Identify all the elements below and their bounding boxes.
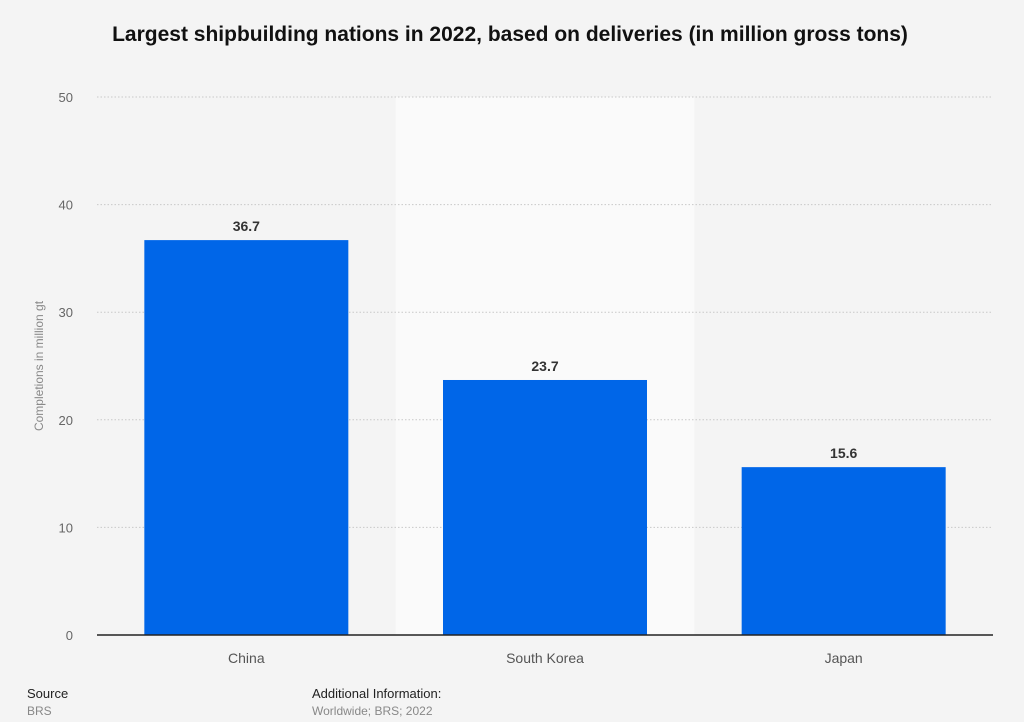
additional-info-label: Additional Information: xyxy=(312,686,442,701)
additional-info-value: Worldwide; BRS; 2022 xyxy=(312,704,433,718)
y-tick-label: 0 xyxy=(66,628,73,643)
y-axis-label: Completions in million gt xyxy=(32,300,46,431)
bar-south-korea xyxy=(443,379,647,635)
y-tick-label: 10 xyxy=(59,520,73,535)
x-tick-label: Japan xyxy=(825,650,863,666)
y-tick-label: 40 xyxy=(59,198,73,213)
bar-china xyxy=(144,240,349,635)
y-tick-label: 30 xyxy=(59,305,73,320)
data-label: 23.7 xyxy=(531,358,558,374)
bar-japan xyxy=(741,467,946,635)
x-tick-label: China xyxy=(228,650,265,666)
y-tick-label: 50 xyxy=(59,90,73,105)
source-value[interactable]: BRS xyxy=(27,704,52,718)
x-tick-label: South Korea xyxy=(506,650,584,666)
source-label: Source xyxy=(27,686,69,701)
data-label: 36.7 xyxy=(233,218,260,234)
y-tick-label: 20 xyxy=(59,413,73,428)
data-label: 15.6 xyxy=(830,445,857,461)
chart-title: Largest shipbuilding nations in 2022, ba… xyxy=(112,23,908,46)
